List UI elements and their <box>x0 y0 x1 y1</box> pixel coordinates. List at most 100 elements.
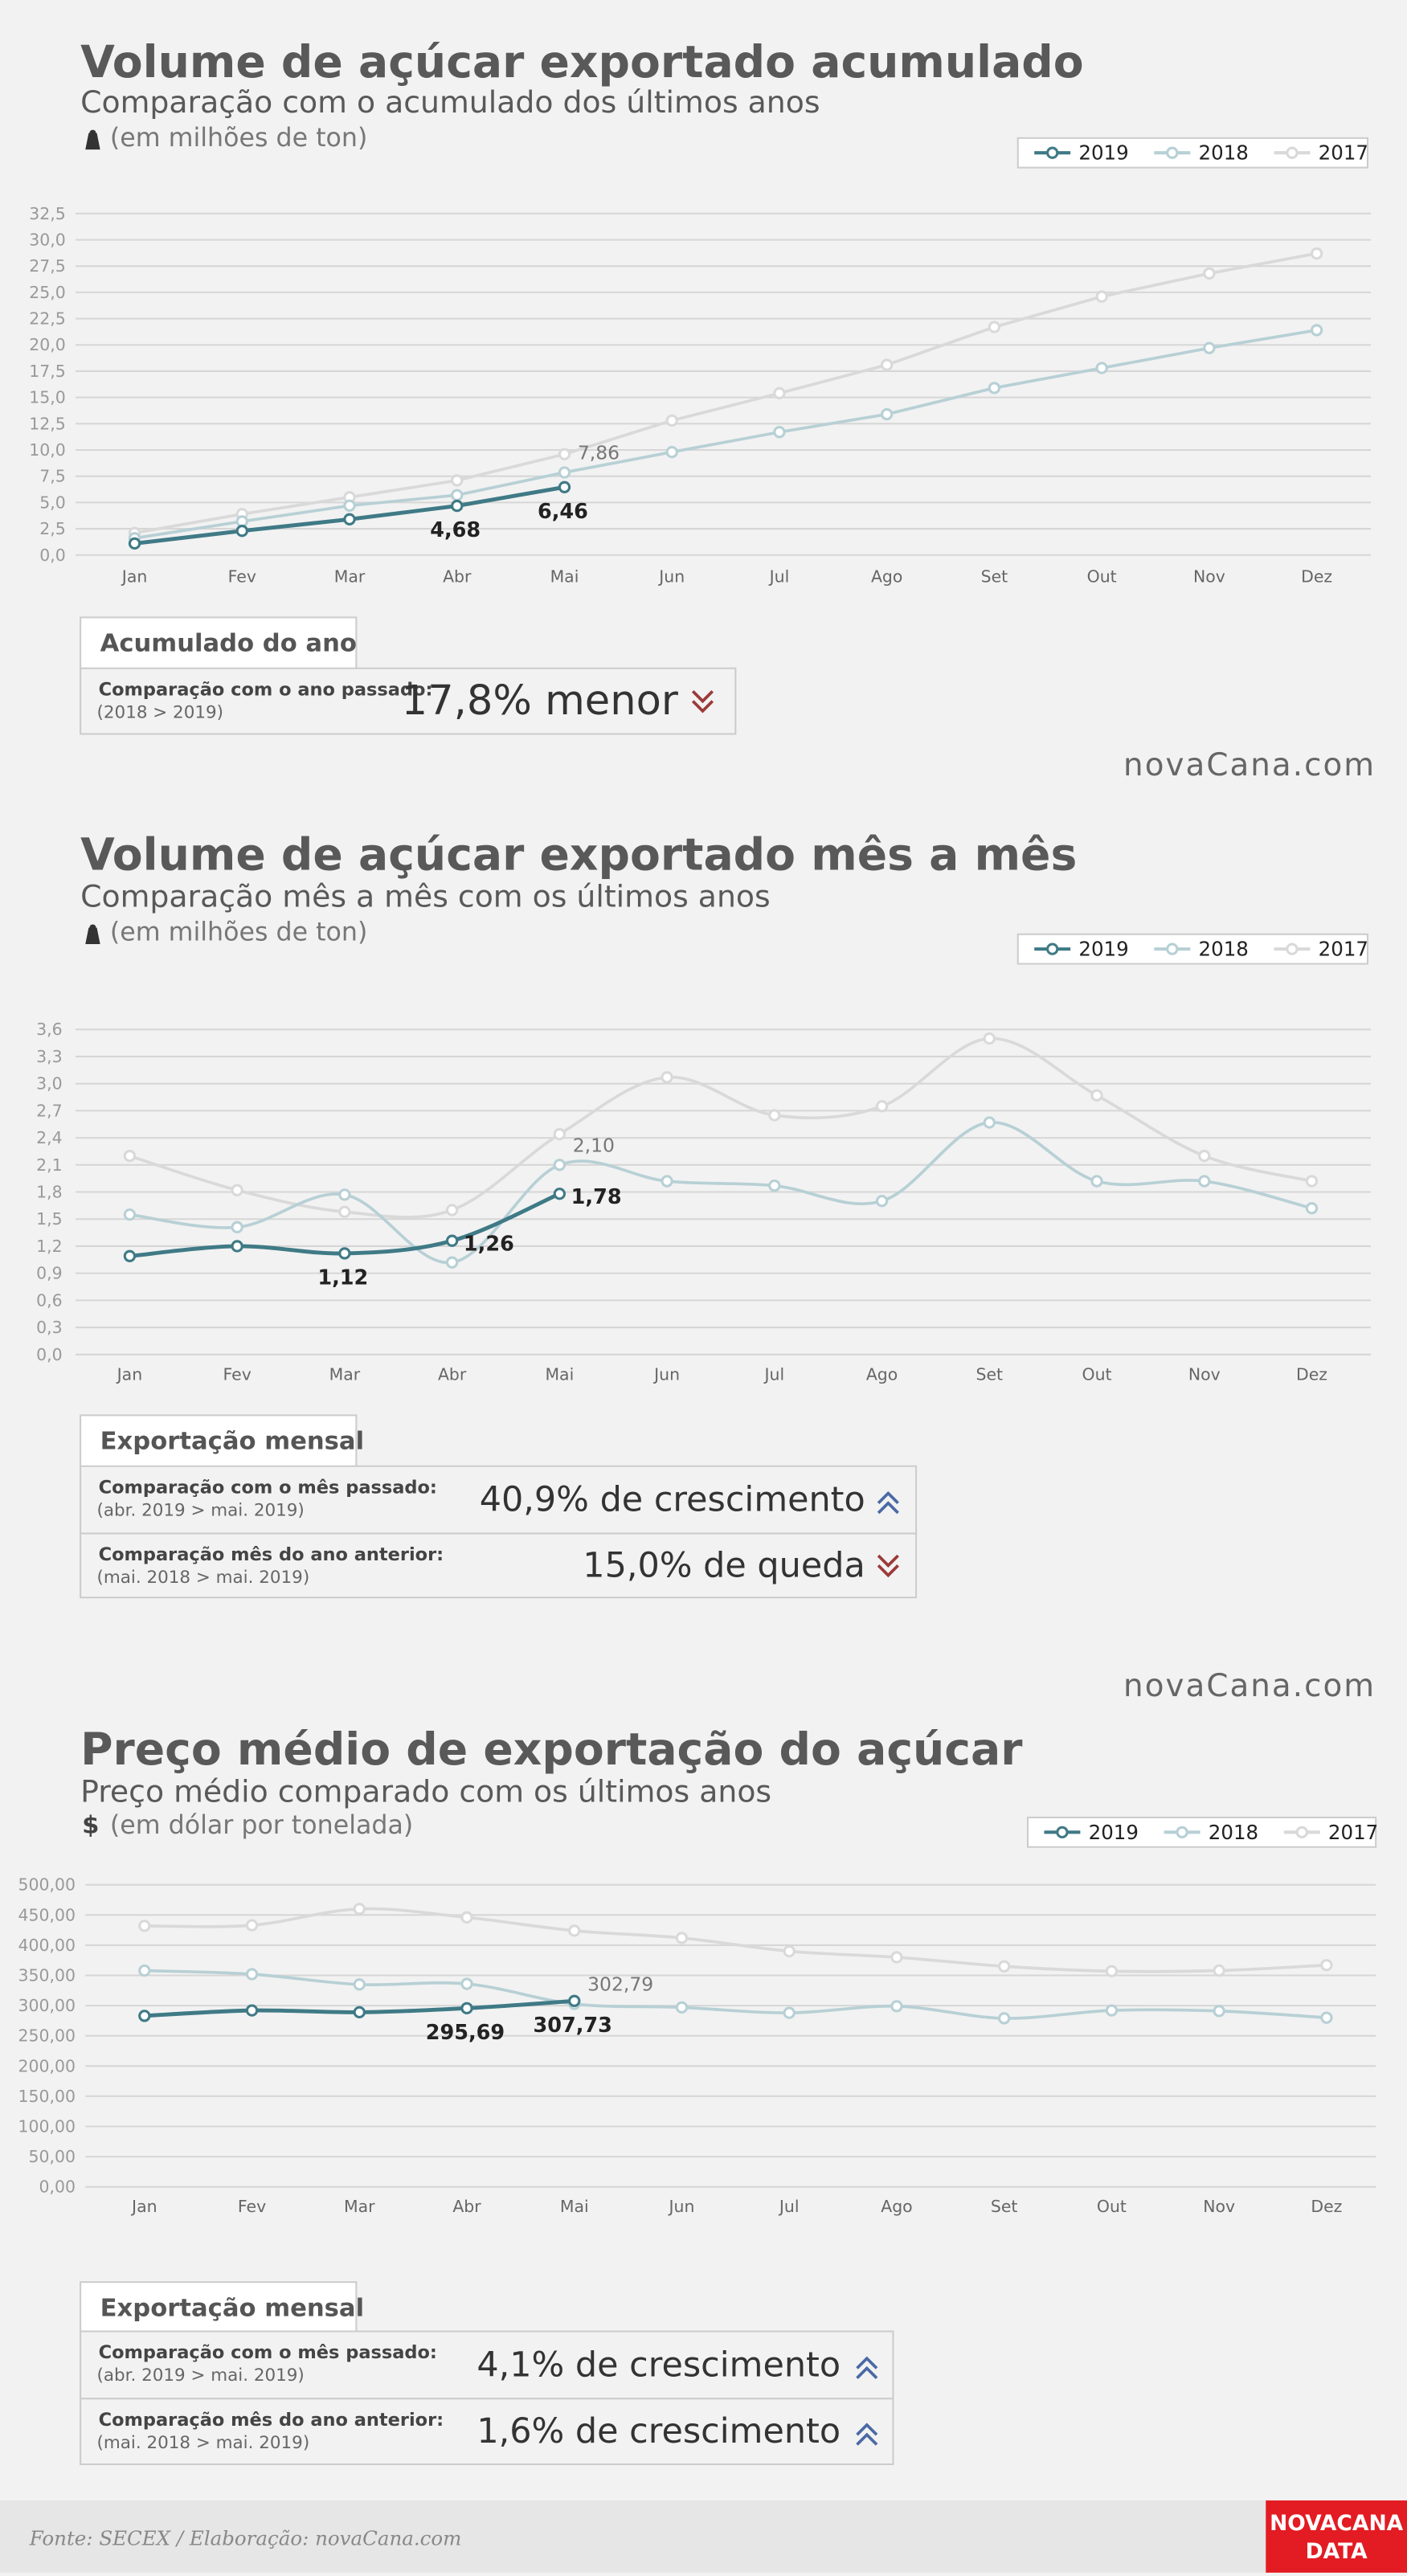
data-point <box>338 1188 351 1201</box>
summary-row <box>80 1465 918 1535</box>
data-point <box>451 489 464 501</box>
y-tick-label: 250,00 <box>18 2026 76 2046</box>
chart-subtitle: Preço médio comparado com os últimos ano… <box>80 1773 771 1809</box>
legend-marker <box>1166 942 1179 955</box>
data-point <box>235 525 248 538</box>
x-tick-label: Ago <box>866 1364 898 1384</box>
data-point <box>343 499 356 512</box>
summary-label: Comparação mês do ano anterior: <box>99 1544 444 1565</box>
legend-label: 2018 <box>1199 938 1249 961</box>
data-point <box>675 1932 689 1944</box>
chart-title: Volume de açúcar exportado acumulado <box>80 37 1084 88</box>
data-label: 307,73 <box>533 2014 611 2038</box>
x-tick-label: Mai <box>560 2197 589 2216</box>
x-tick-label: Jun <box>652 1364 680 1384</box>
y-tick-label: 300,00 <box>18 1996 76 2015</box>
legend-marker <box>1286 146 1299 159</box>
summary-label: Comparação com o mês passado: <box>99 1477 437 1498</box>
data-point <box>553 1127 566 1141</box>
series-line <box>134 329 1317 540</box>
x-tick-label: Jan <box>116 1364 142 1384</box>
data-point <box>875 1195 889 1208</box>
data-point <box>1105 2004 1119 2017</box>
y-tick-label: 3,6 <box>36 1020 62 1039</box>
data-point <box>1095 290 1108 303</box>
data-point <box>1090 1089 1103 1102</box>
data-point <box>1213 2005 1225 2018</box>
unit-label: (em milhões de ton) <box>110 124 367 153</box>
data-point <box>138 1964 151 1977</box>
data-point <box>1213 1964 1225 1977</box>
y-tick-label: 0,0 <box>36 1345 62 1364</box>
summary-sublabel: (2018 > 2019) <box>97 702 223 722</box>
y-tick-label: 400,00 <box>18 1936 76 1955</box>
x-tick-label: Jul <box>768 566 790 586</box>
data-point <box>665 414 678 427</box>
data-point <box>353 1978 366 1991</box>
data-label: 6,46 <box>538 500 588 524</box>
summary-value: 17,8% menor <box>402 677 678 725</box>
data-point <box>123 1208 137 1221</box>
legend-label: 2017 <box>1319 141 1368 165</box>
data-point <box>1090 1175 1103 1188</box>
data-label: 7,86 <box>578 441 620 464</box>
data-point <box>445 1256 459 1269</box>
brand-top: NOVACANA <box>1270 2511 1404 2536</box>
y-tick-label: 1,8 <box>36 1183 62 1202</box>
data-point <box>983 1032 996 1045</box>
y-tick-label: 22,5 <box>29 309 65 329</box>
y-tick-label: 3,3 <box>36 1047 62 1066</box>
data-point <box>353 1903 366 1916</box>
data-point <box>1320 1959 1333 1972</box>
x-tick-label: Out <box>1087 566 1117 586</box>
summary-heading: Acumulado do ano <box>100 630 357 658</box>
data-point <box>558 466 571 479</box>
data-point <box>1320 2011 1333 2024</box>
x-tick-label: Fev <box>238 2197 266 2216</box>
summary-sublabel: (abr. 2019 > mai. 2019) <box>97 1500 305 1520</box>
x-tick-label: Abr <box>443 566 472 586</box>
legend-marker <box>1046 146 1059 159</box>
x-tick-label: Nov <box>1193 566 1225 586</box>
data-point <box>783 2006 796 2019</box>
x-tick-label: Dez <box>1296 1364 1327 1384</box>
data-point <box>123 1149 137 1163</box>
trend-chevron <box>877 1501 899 1515</box>
data-label: 1,26 <box>464 1232 514 1256</box>
data-point <box>451 474 464 487</box>
legend-label: 2018 <box>1209 1821 1258 1844</box>
data-point <box>665 445 678 459</box>
data-point <box>568 1924 581 1937</box>
x-tick-label: Dez <box>1301 566 1332 586</box>
summary-heading-box <box>80 616 358 671</box>
data-point <box>553 1188 566 1200</box>
trend-chevron <box>856 2365 878 2380</box>
y-tick-label: 5,0 <box>39 493 65 512</box>
summary-row <box>80 667 737 735</box>
legend-label: 2017 <box>1328 1821 1378 1844</box>
data-point <box>875 1100 889 1113</box>
data-point <box>460 1977 473 1990</box>
y-tick-label: 0,9 <box>36 1264 62 1283</box>
trend-chevron <box>877 1564 899 1578</box>
y-tick-label: 2,7 <box>36 1101 62 1120</box>
data-point <box>553 1159 566 1171</box>
data-point <box>460 1911 473 1924</box>
legend-label: 2019 <box>1089 1821 1139 1844</box>
y-tick-label: 0,0 <box>39 546 65 565</box>
summary-heading: Exportação mensal <box>100 2294 364 2322</box>
data-label: 2,10 <box>573 1134 615 1156</box>
x-tick-label: Mai <box>545 1364 574 1384</box>
y-tick-label: 500,00 <box>18 1875 76 1895</box>
summary-sublabel: (abr. 2019 > mai. 2019) <box>97 2365 305 2386</box>
x-tick-label: Set <box>976 1364 1004 1384</box>
trend-chevron <box>856 2432 878 2446</box>
unit-label: (em dólar por tonelada) <box>110 1811 413 1840</box>
data-point <box>783 1944 796 1958</box>
x-tick-label: Mar <box>329 1364 361 1384</box>
y-tick-label: 12,5 <box>29 414 65 433</box>
summary-value: 15,0% de queda <box>583 1545 865 1585</box>
data-label: 1,78 <box>571 1185 622 1209</box>
